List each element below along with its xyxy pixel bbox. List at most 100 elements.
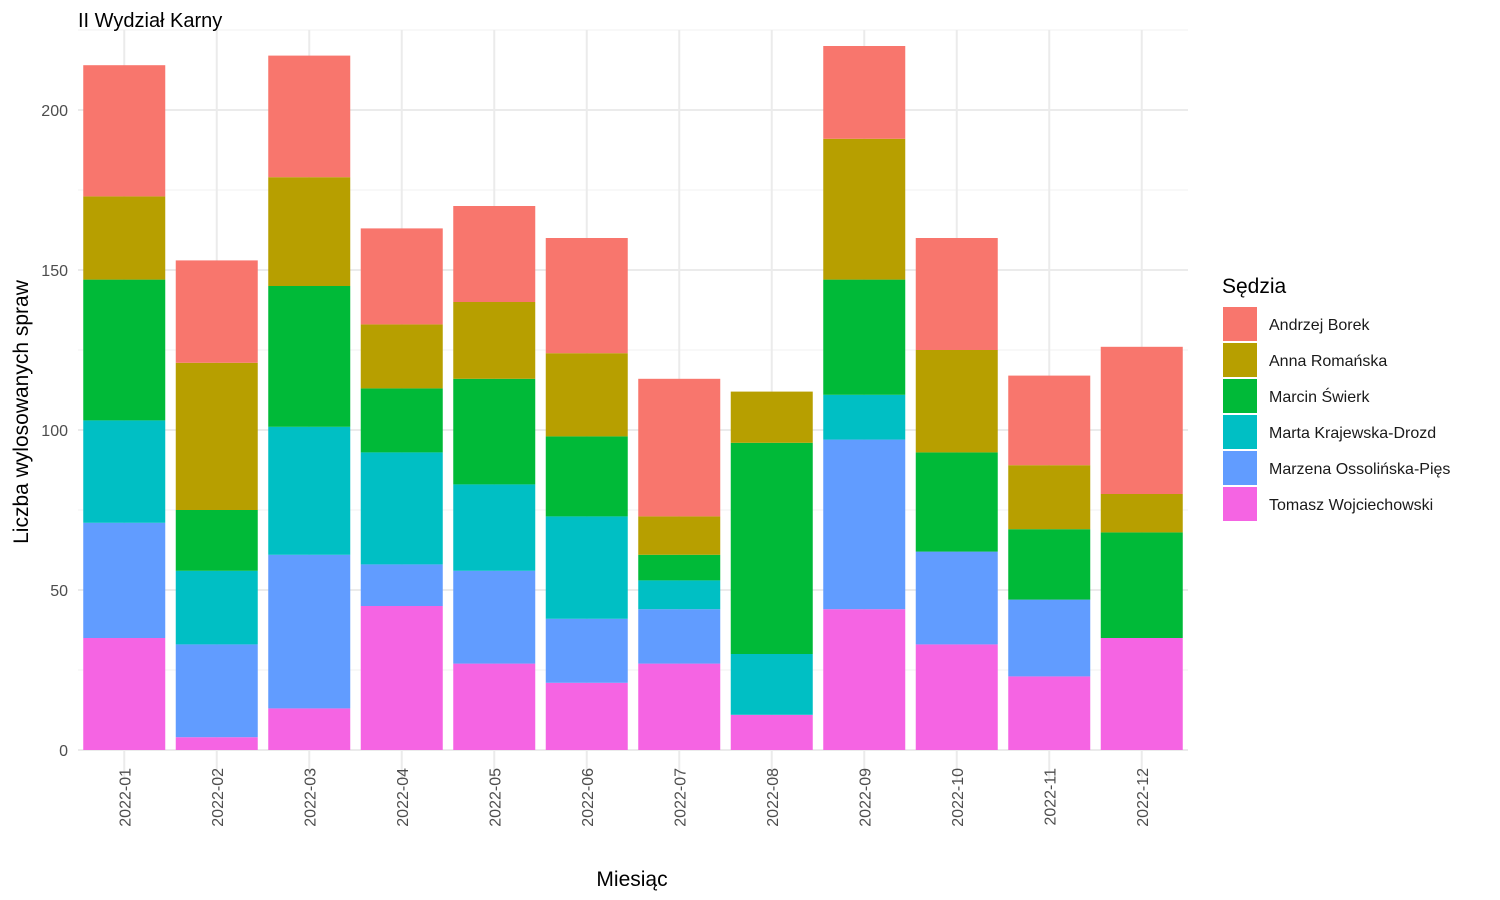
legend-label: Marta Krajewska-Drozd	[1269, 425, 1436, 442]
x-tick-label: 2022-08	[765, 768, 782, 827]
bar-segment	[915, 551, 998, 645]
x-tick-label: 2022-06	[580, 768, 597, 827]
x-tick-label: 2022-10	[950, 768, 967, 827]
bar-segment	[268, 708, 351, 750]
legend-key	[1223, 451, 1257, 485]
legend-label: Andrzej Borek	[1269, 317, 1370, 334]
bar-segment	[453, 570, 536, 664]
bar-segment	[1008, 599, 1091, 677]
bar-segment	[360, 452, 443, 565]
bar-segment	[638, 378, 721, 517]
bar-segment	[638, 516, 721, 555]
bar-segment	[545, 618, 628, 683]
legend-key	[1223, 307, 1257, 341]
bar-segment	[730, 654, 813, 715]
bar-segment	[1100, 638, 1183, 750]
bar-segment	[360, 388, 443, 453]
legend-key	[1223, 487, 1257, 521]
x-tick-label: 2022-07	[672, 768, 689, 827]
bar-segment	[545, 516, 628, 619]
bar-segment	[1100, 494, 1183, 533]
x-tick-label: 2022-11	[1042, 768, 1059, 826]
bar-segment	[638, 554, 721, 581]
bar-segment	[83, 522, 166, 638]
bar-segment	[175, 644, 258, 738]
bar-segment	[453, 206, 536, 302]
bar-segment	[268, 286, 351, 427]
bars	[83, 46, 1183, 750]
bar-segment	[268, 554, 351, 709]
bar-segment	[175, 570, 258, 645]
bar-segment	[453, 484, 536, 571]
bar-segment	[638, 580, 721, 610]
x-tick-label: 2022-02	[210, 768, 227, 827]
bar-segment	[545, 436, 628, 517]
x-tick-label: 2022-12	[1135, 768, 1152, 827]
x-tick-label: 2022-03	[302, 768, 319, 827]
bar-segment	[730, 714, 813, 750]
bar-segment	[823, 46, 906, 139]
y-tick-label: 150	[41, 263, 68, 280]
bar-segment	[175, 260, 258, 363]
y-axis-title: Liczba wylosowanych spraw	[10, 279, 33, 544]
bar-segment	[360, 564, 443, 606]
bar-segment	[730, 442, 813, 654]
bar-segment	[915, 644, 998, 750]
bar-segment	[360, 324, 443, 389]
bar-segment	[83, 420, 166, 523]
legend-key	[1223, 415, 1257, 449]
bar-segment	[823, 138, 906, 280]
bar-segment	[453, 378, 536, 485]
bar-segment	[823, 439, 906, 610]
bar-segment	[268, 55, 351, 178]
bar-segment	[823, 394, 906, 440]
x-tick-label: 2022-05	[487, 768, 504, 827]
legend-key	[1223, 379, 1257, 413]
bar-segment	[823, 609, 906, 750]
bar-segment	[1008, 375, 1091, 466]
bar-segment	[545, 682, 628, 750]
bar-segment	[268, 426, 351, 555]
bar-segment	[360, 606, 443, 750]
y-tick-label: 100	[41, 423, 68, 440]
bar-segment	[175, 737, 258, 750]
bar-segment	[823, 279, 906, 395]
bar-segment	[83, 65, 166, 197]
x-tick-label: 2022-09	[857, 768, 874, 827]
x-tick-label: 2022-01	[117, 768, 134, 827]
bar-segment	[730, 391, 813, 443]
bar-segment	[915, 350, 998, 453]
bar-segment	[545, 238, 628, 354]
legend-label: Anna Romańska	[1269, 353, 1387, 370]
bar-segment	[638, 663, 721, 750]
bar-segment	[1100, 532, 1183, 638]
legend: Sędzia Andrzej Borek Anna Romańska Marcin …	[1222, 275, 1450, 521]
x-axis-ticks: 2022-01 2022-02 2022-03 2022-04 2022-05 2022-…	[117, 768, 1152, 827]
y-tick-label: 50	[50, 583, 68, 600]
bar-segment	[545, 353, 628, 437]
bar-segment	[360, 228, 443, 325]
bar-segment	[1008, 529, 1091, 600]
bar-segment	[915, 452, 998, 552]
bar-segment	[1008, 676, 1091, 750]
legend-title: Sędzia	[1222, 275, 1287, 298]
y-tick-label: 0	[59, 743, 68, 760]
bar-segment	[1008, 465, 1091, 530]
bar-segment	[915, 238, 998, 350]
bar-segment	[453, 302, 536, 379]
bar-segment	[83, 279, 166, 421]
chart-title: II Wydział Karny	[78, 10, 222, 32]
bar-segment	[83, 638, 166, 750]
y-axis-ticks: 0 50 100 150 200	[41, 103, 68, 760]
bar-segment	[453, 663, 536, 750]
bar-segment	[1100, 346, 1183, 494]
legend-label: Marcin Świerk	[1269, 387, 1370, 406]
x-axis-title: Miesiąc	[596, 868, 667, 891]
y-tick-label: 200	[41, 103, 68, 120]
bar-segment	[175, 510, 258, 571]
bar-segment	[268, 177, 351, 286]
bar-segment	[83, 196, 166, 280]
legend-label: Marzena Ossolińska-Pięs	[1269, 461, 1450, 478]
x-tick-label: 2022-04	[395, 768, 412, 827]
